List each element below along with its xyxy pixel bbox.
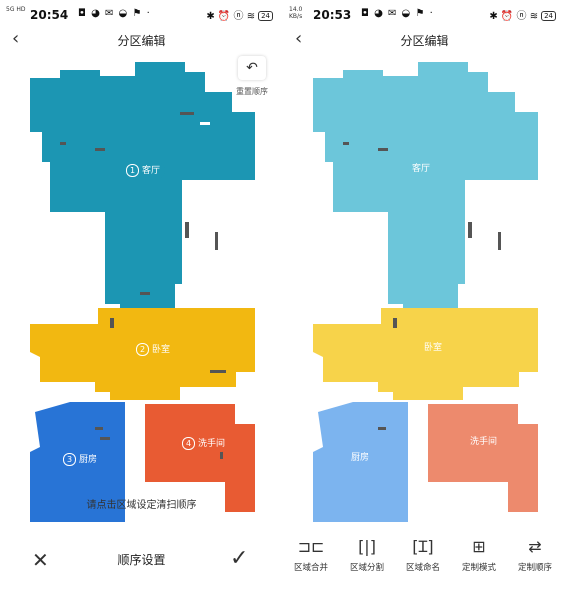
tool-label: 定制顺序 <box>517 563 552 573</box>
room-label-kitchen[interactable]: 厨房 <box>347 451 374 466</box>
room-bathroom[interactable] <box>145 404 255 512</box>
room-label-bedroom[interactable]: 卧室 <box>420 341 447 356</box>
tool-label: 区域合并 <box>293 563 328 573</box>
room-name: 客厅 <box>142 166 161 176</box>
tool-label: 区域命名 <box>405 563 440 573</box>
room-number: 1 <box>126 164 139 177</box>
notification-icons: ◘ ◕ ✉ ◒ ⚑ · <box>78 8 151 19</box>
nav-bar: ‹ 分区编辑 <box>0 28 283 52</box>
room-name: 卧室 <box>152 345 171 355</box>
status-time: 20:54 <box>30 8 69 22</box>
room-label-living[interactable]: 客厅 <box>408 162 435 177</box>
right-screen: 14.0 KB/s 20:53 ◘ ◕ ✉ ◒ ⚑ · ✱ ⏰ ⓝ ≋ 24 ‹ … <box>283 0 566 590</box>
signal-indicator: 5G HD <box>6 6 26 13</box>
rename-area-button[interactable]: [Ɪ] 区域命名 <box>395 536 451 573</box>
room-map <box>30 62 255 522</box>
custom-mode-icon: ⊞ <box>472 537 486 556</box>
system-icons: ✱ ⏰ ⓝ ≋ 24 <box>206 7 273 22</box>
room-label-bathroom[interactable]: 洗手间 <box>466 435 502 450</box>
page-title: 分区编辑 <box>400 34 449 48</box>
bottom-bar: ✕ 顺序设置 ✓ <box>0 540 283 580</box>
system-status-icons: ✱ ⏰ ⓝ ≋ <box>206 11 256 22</box>
custom-mode-button[interactable]: ⊞ 定制模式 <box>451 536 507 573</box>
reset-order-button[interactable]: ↶ <box>238 56 266 80</box>
toolbar: ⊐⊏ 区域合并 [|] 区域分割 [Ɪ] 区域命名 ⊞ 定制模式 ⇄ 定制顺序 <box>283 536 566 580</box>
room-label-bathroom[interactable]: 4 洗手间 <box>179 435 231 452</box>
room-bathroom[interactable] <box>428 404 538 512</box>
back-icon[interactable]: ‹ <box>12 28 20 49</box>
room-number: 3 <box>63 453 76 466</box>
split-icon: [|] <box>358 537 376 556</box>
confirm-icon[interactable]: ✓ <box>230 546 249 571</box>
room-name: 洗手间 <box>198 439 226 449</box>
hint-text: 请点击区域设定清扫顺序 <box>86 500 197 511</box>
custom-order-icon: ⇄ <box>528 537 542 556</box>
back-icon[interactable]: ‹ <box>295 28 303 49</box>
nav-bar: ‹ 分区编辑 <box>283 28 566 52</box>
room-map <box>313 62 538 522</box>
close-icon[interactable]: ✕ <box>32 548 49 572</box>
tool-label: 定制模式 <box>461 563 496 573</box>
status-bar: 14.0 KB/s 20:53 ◘ ◕ ✉ ◒ ⚑ · ✱ ⏰ ⓝ ≋ 24 <box>283 0 566 28</box>
tool-label: 区域分割 <box>349 563 384 573</box>
signal-indicator: 14.0 KB/s <box>289 6 303 20</box>
room-number: 4 <box>182 437 195 450</box>
merge-area-button[interactable]: ⊐⊏ 区域合并 <box>283 536 339 573</box>
room-label-kitchen[interactable]: 3 厨房 <box>60 451 103 468</box>
room-label-living[interactable]: 1 客厅 <box>123 162 166 179</box>
status-bar: 5G HD 20:54 ◘ ◕ ✉ ◒ ⚑ · ✱ ⏰ ⓝ ≋ 24 <box>0 0 283 28</box>
room-living[interactable] <box>30 62 255 310</box>
reset-order-label[interactable]: 重置顺序 <box>236 87 268 96</box>
battery-icon: 24 <box>541 11 556 21</box>
left-screen: 5G HD 20:54 ◘ ◕ ✉ ◒ ⚑ · ✱ ⏰ ⓝ ≋ 24 ‹ 分区编辑 <box>0 0 283 580</box>
room-number: 2 <box>136 343 149 356</box>
room-label-bedroom[interactable]: 2 卧室 <box>133 341 176 358</box>
split-area-button[interactable]: [|] 区域分割 <box>339 536 395 573</box>
system-icons: ✱ ⏰ ⓝ ≋ 24 <box>489 7 556 22</box>
undo-icon: ↶ <box>246 60 258 76</box>
page-title: 分区编辑 <box>117 34 166 48</box>
battery-icon: 24 <box>258 11 273 21</box>
status-time: 20:53 <box>313 8 352 22</box>
room-living[interactable] <box>313 62 538 310</box>
custom-order-button[interactable]: ⇄ 定制顺序 <box>507 536 563 573</box>
rename-icon: [Ɪ] <box>412 537 434 556</box>
notification-icons: ◘ ◕ ✉ ◒ ⚑ · <box>361 8 434 19</box>
order-setting-title: 顺序设置 <box>117 553 166 567</box>
merge-icon: ⊐⊏ <box>297 537 325 556</box>
system-status-icons: ✱ ⏰ ⓝ ≋ <box>489 11 539 22</box>
room-name: 厨房 <box>79 455 98 465</box>
